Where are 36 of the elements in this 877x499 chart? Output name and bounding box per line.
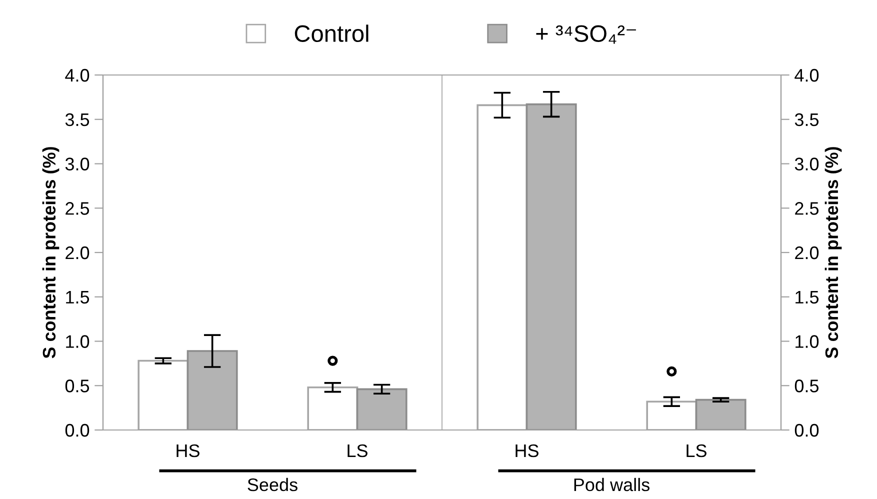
x-tick-label: HS [516,444,538,458]
bar [646,400,698,430]
y2-tick-label: 1.5 [796,290,819,304]
y-tick-label: 1.0 [66,335,90,348]
y2-tick-label: 3.5 [794,113,819,126]
bar [356,388,408,430]
y-tick-label: 3.0 [65,158,90,170]
y-tick-label: 2.0 [66,246,90,260]
text: Seeds [248,478,298,492]
y-tick-label: 0.5 [65,380,90,392]
bar [695,398,746,430]
y2-tick-label: 1.0 [796,335,819,348]
bar [476,104,528,430]
x-tick-label: LS [686,444,706,458]
text: Pod walls [574,478,650,492]
y-tick-label: 4.0 [65,68,90,82]
bar [526,103,577,430]
y2-axis-title: S content in proteins (%) [824,147,842,358]
bar [307,386,358,430]
y2-tick-label: 0.0 [794,424,819,437]
y2-tick-label: 4.0 [794,68,819,82]
y-tick-label: 0.0 [65,424,90,437]
legend-label: Control [294,24,368,42]
x-tick-label: LS [348,444,368,458]
y-tick-label: 3.5 [65,113,90,126]
y2-tick-label: 2.0 [795,246,819,260]
bar [186,350,238,430]
x-tick-label: HS [176,444,200,458]
y2-tick-label: 3.0 [794,158,819,170]
legend-label: + ³⁴SO₄²⁻ [536,25,636,44]
bar [138,360,189,430]
y-tick-label: 1.5 [66,290,90,304]
y-tick-label: 2.5 [66,202,90,215]
y2-tick-label: 0.5 [794,380,819,392]
y-axis-title: S content in proteins (%) [42,147,60,358]
y2-tick-label: 2.5 [795,202,819,215]
